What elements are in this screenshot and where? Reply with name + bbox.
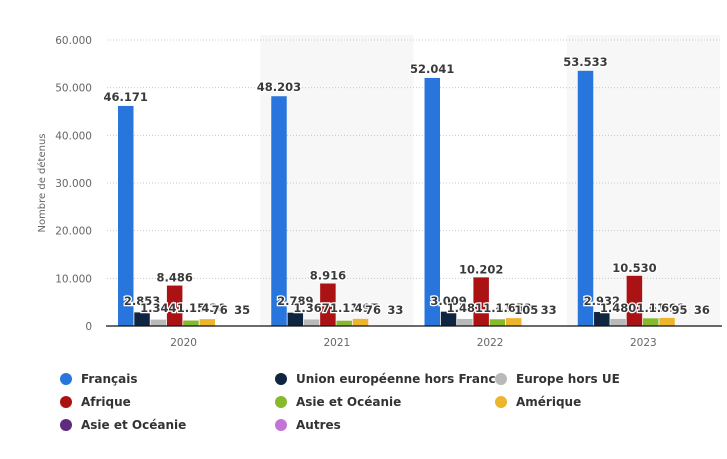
x-tick-label: 2023 <box>630 337 657 349</box>
legend-label: Europe hors UE <box>516 372 620 386</box>
data-label: 53.533 <box>563 55 607 69</box>
legend-item[interactable]: Autres <box>275 418 341 432</box>
data-label: 36 <box>694 303 710 317</box>
data-label: 1.497 <box>342 301 378 315</box>
data-label: 8.486 <box>156 271 192 285</box>
y-tick-label: 20.000 <box>55 226 92 238</box>
legend-item[interactable]: Asie et Océanie <box>275 395 401 409</box>
legend-dot-icon <box>495 373 507 385</box>
bar[interactable] <box>166 285 183 326</box>
bar[interactable] <box>199 319 216 326</box>
legend-dot-icon <box>60 419 72 431</box>
legend-label: Amérique <box>516 395 582 409</box>
legend-dot-icon <box>60 373 72 385</box>
legend-dot-icon <box>275 396 287 408</box>
bar[interactable] <box>134 312 150 326</box>
data-label: 1.436 <box>189 301 225 315</box>
legend-item[interactable]: Asie et Océanie <box>60 418 186 432</box>
bar[interactable] <box>626 275 643 326</box>
data-label: 2.789 <box>277 294 313 308</box>
data-label: 76 <box>365 303 381 317</box>
legend-label: Autres <box>296 418 341 432</box>
bar[interactable] <box>473 277 489 326</box>
data-label: 2.932 <box>584 294 620 308</box>
data-label: 1.481 <box>447 301 483 315</box>
legend-label: Asie et Océanie <box>296 395 402 409</box>
data-label: 95 <box>672 303 688 317</box>
y-tick-label: 50.000 <box>55 83 92 95</box>
bar[interactable] <box>271 96 287 327</box>
legend-dot-icon <box>495 396 507 408</box>
data-label: 33 <box>541 303 557 317</box>
data-label: 1.691 <box>649 301 685 315</box>
data-label: 3.009 <box>430 294 466 308</box>
legend-item[interactable]: Union européenne hors France <box>275 372 504 386</box>
bar[interactable] <box>610 318 626 326</box>
bar[interactable] <box>320 283 336 326</box>
data-label: 76 <box>212 303 228 317</box>
data-label: 10.530 <box>612 261 656 275</box>
legend-label: Union européenne hors France <box>296 372 504 386</box>
legend-dot-icon <box>275 419 287 431</box>
data-label: 2.853 <box>124 294 160 308</box>
data-label: 10.202 <box>459 262 503 276</box>
bar[interactable] <box>287 312 304 326</box>
data-label: 46.171 <box>104 90 148 104</box>
legend-item[interactable]: Amérique <box>495 395 581 409</box>
data-label: 1.653 <box>496 301 532 315</box>
bar[interactable] <box>183 320 199 326</box>
legend-item[interactable]: Afrique <box>60 395 131 409</box>
x-tick-label: 2022 <box>477 337 504 349</box>
legend-label: Français <box>81 372 138 386</box>
legend-label: Afrique <box>81 395 131 409</box>
legend-dot-icon <box>275 373 287 385</box>
data-label: 35 <box>234 303 250 317</box>
data-label: 1.15 <box>177 301 205 315</box>
y-tick-label: 30.000 <box>55 178 92 190</box>
bar[interactable] <box>457 318 473 326</box>
data-label: 1.480 <box>600 301 636 315</box>
data-label: 1.367 <box>293 301 329 315</box>
legend-item[interactable]: Europe hors UE <box>495 372 620 386</box>
bar[interactable] <box>659 317 675 326</box>
y-tick-label: 10.000 <box>55 273 92 285</box>
bar[interactable] <box>150 319 167 326</box>
bar[interactable] <box>424 77 441 326</box>
bar[interactable] <box>642 318 659 326</box>
legend-label: Asie et Océanie <box>81 418 187 432</box>
bar[interactable] <box>303 319 320 326</box>
y-axis-label: Nombre de détenus <box>36 133 48 232</box>
data-label: 48.203 <box>257 80 301 94</box>
legend-item[interactable]: Français <box>60 372 137 386</box>
bar[interactable] <box>440 311 457 326</box>
y-tick-label: 40.000 <box>55 130 92 142</box>
data-label: 52.041 <box>410 62 454 76</box>
bar[interactable] <box>489 319 506 326</box>
data-label: 1.41 <box>483 301 511 315</box>
bar[interactable] <box>577 70 594 326</box>
legend-dot-icon <box>60 396 72 408</box>
x-tick-label: 2020 <box>170 337 197 349</box>
bar[interactable] <box>352 318 369 326</box>
data-label: 8.916 <box>310 269 346 283</box>
bar-chart: 0 10.000 20.000 30.000 40.000 50.000 60.000 No… <box>36 35 722 349</box>
bar[interactable] <box>118 105 134 326</box>
y-tick-label: 60.000 <box>55 35 92 47</box>
x-tick-label: 2021 <box>324 337 351 349</box>
bar[interactable] <box>506 318 522 326</box>
data-label: 1.344 <box>140 301 176 315</box>
data-label: 105 <box>514 303 538 317</box>
data-label: 1.11 <box>330 301 358 315</box>
bar[interactable] <box>594 312 610 326</box>
bar[interactable] <box>336 320 352 326</box>
y-tick-label: 0 <box>85 321 92 333</box>
data-label: 1.61 <box>637 301 665 315</box>
data-label: 33 <box>387 303 403 317</box>
